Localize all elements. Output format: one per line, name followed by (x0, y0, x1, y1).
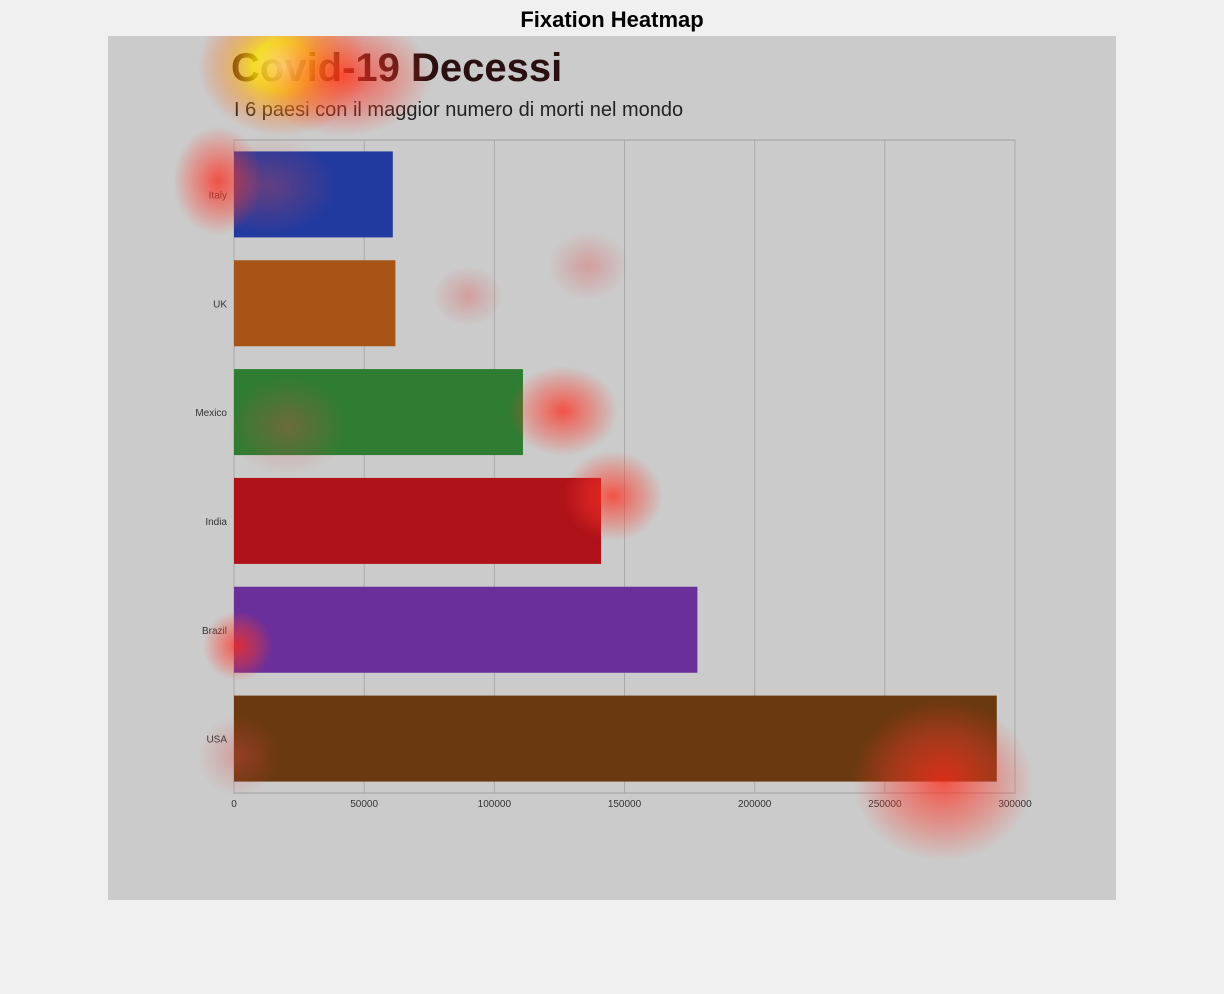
bar-brazil (234, 586, 698, 673)
heatmap-figure: 0 50000 100000 150000 200000 250000 300000 Ital… (108, 36, 1116, 900)
x-tick-label: 0 (231, 799, 237, 810)
y-tick-label: USA (206, 735, 227, 746)
x-tick-label: 150000 (608, 799, 642, 810)
chart-title: Covid-19 Decessi (231, 46, 563, 90)
y-tick-label: Brazil (202, 626, 227, 637)
bar-usa (234, 695, 997, 782)
y-tick-label: UK (213, 299, 227, 310)
chart-subtitle: I 6 paesi con il maggior numero di morti… (234, 99, 684, 121)
x-tick-label: 100000 (478, 799, 512, 810)
bar-italy (234, 151, 393, 238)
x-tick-label: 50000 (350, 799, 378, 810)
bar-india (234, 477, 602, 564)
x-tick-label: 300000 (998, 799, 1032, 810)
bar-uk (234, 260, 396, 347)
y-tick-label: India (205, 517, 227, 528)
x-tick-label: 250000 (868, 799, 902, 810)
bar-chart: 0 50000 100000 150000 200000 250000 300000 Ital… (195, 139, 1032, 810)
bar-mexico (234, 369, 523, 456)
y-tick-label: Italy (209, 190, 227, 201)
x-tick-label: 200000 (738, 799, 772, 810)
y-tick-label: Mexico (195, 408, 227, 419)
page-title: Fixation Heatmap (520, 7, 704, 32)
